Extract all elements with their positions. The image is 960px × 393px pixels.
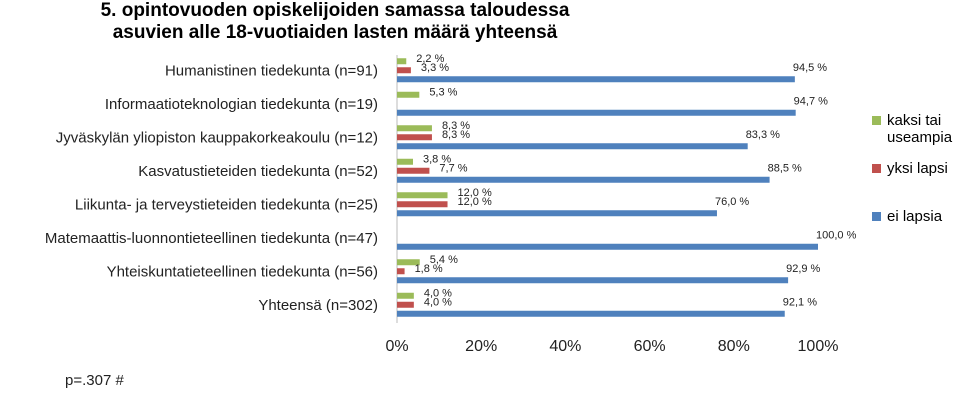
value-label: 12,0 % bbox=[458, 196, 492, 208]
bar bbox=[397, 158, 413, 165]
value-label: 3,3 % bbox=[421, 62, 449, 74]
legend-swatch bbox=[872, 116, 881, 125]
value-label: 5,4 % bbox=[430, 254, 458, 266]
value-label: 88,5 % bbox=[768, 163, 802, 175]
value-label: 4,0 % bbox=[424, 288, 452, 300]
legend-label: ei lapsia bbox=[887, 208, 943, 225]
bar bbox=[397, 201, 448, 208]
bar bbox=[397, 176, 770, 183]
value-label: 92,1 % bbox=[783, 297, 817, 309]
y-tick-label: Matemaattis-luonnontieteellinen tiedekun… bbox=[45, 230, 378, 247]
bar bbox=[397, 76, 795, 83]
value-label: 94,7 % bbox=[794, 96, 828, 108]
y-tick-label: Jyväskylän yliopiston kauppakorkeakoulu … bbox=[56, 130, 378, 147]
x-tick-label: 60% bbox=[634, 338, 666, 355]
value-label: 100,0 % bbox=[816, 230, 857, 242]
legend-item: kaksi tai useampia bbox=[872, 112, 960, 146]
value-label: 5,3 % bbox=[429, 87, 457, 99]
note: p=.307 # bbox=[65, 372, 124, 389]
legend-label: kaksi tai useampia bbox=[887, 112, 953, 146]
bar bbox=[397, 134, 432, 141]
bar bbox=[397, 292, 414, 299]
bar bbox=[397, 192, 448, 199]
bar bbox=[397, 167, 430, 174]
value-label: 7,7 % bbox=[439, 163, 467, 175]
x-tick-label: 100% bbox=[798, 338, 839, 355]
legend-swatch bbox=[872, 164, 881, 173]
value-label: 4,0 % bbox=[424, 297, 452, 309]
bar bbox=[397, 301, 414, 308]
value-label: 94,5 % bbox=[793, 62, 827, 74]
y-tick-label: Liikunta- ja terveystieteiden tiedekunta… bbox=[75, 197, 378, 214]
legend-item: ei lapsia bbox=[872, 208, 960, 225]
value-label: 8,3 % bbox=[442, 129, 470, 141]
bar bbox=[397, 259, 420, 266]
value-label: 92,9 % bbox=[786, 263, 820, 275]
legend-swatch bbox=[872, 212, 881, 221]
y-tick-label: Kasvatustieteiden tiedekunta (n=52) bbox=[138, 163, 378, 180]
value-label: 1,8 % bbox=[415, 263, 443, 275]
value-label: 83,3 % bbox=[746, 129, 780, 141]
value-label: 8,3 % bbox=[442, 120, 470, 132]
bar bbox=[397, 58, 407, 65]
y-tick-label: Informaatioteknologian tiedekunta (n=19) bbox=[105, 96, 378, 113]
value-label: 2,2 % bbox=[416, 53, 444, 65]
bar bbox=[397, 143, 748, 150]
y-tick-label: Yhteensä (n=302) bbox=[258, 297, 378, 314]
bar bbox=[397, 91, 420, 98]
x-tick-label: 40% bbox=[549, 338, 581, 355]
legend-item: yksi lapsi bbox=[872, 160, 960, 177]
bar bbox=[397, 243, 818, 250]
value-label: 12,0 % bbox=[458, 187, 492, 199]
value-label: 76,0 % bbox=[715, 196, 749, 208]
y-tick-label: Humanistinen tiedekunta (n=91) bbox=[165, 63, 378, 80]
x-tick-label: 20% bbox=[465, 338, 497, 355]
bar bbox=[397, 268, 405, 275]
bar bbox=[397, 125, 432, 132]
x-tick-label: 80% bbox=[718, 338, 750, 355]
bar bbox=[397, 109, 796, 116]
x-tick-label: 0% bbox=[385, 338, 408, 355]
bar bbox=[397, 210, 717, 217]
bar bbox=[397, 67, 411, 74]
value-label: 3,8 % bbox=[423, 154, 451, 166]
bar bbox=[397, 277, 789, 284]
y-tick-label: Yhteiskuntatieteellinen tiedekunta (n=56… bbox=[107, 264, 378, 281]
chart-title: 5. opintovuoden opiskelijoiden samassa t… bbox=[100, 0, 570, 43]
legend-label: yksi lapsi bbox=[887, 160, 948, 177]
bar bbox=[397, 310, 785, 317]
